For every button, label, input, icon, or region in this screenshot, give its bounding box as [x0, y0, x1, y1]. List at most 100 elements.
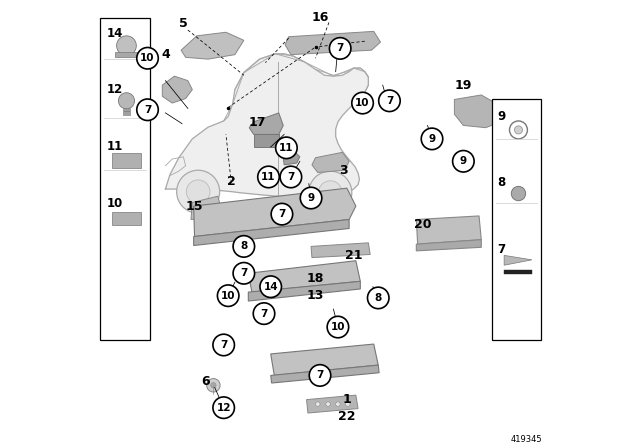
Polygon shape — [311, 243, 370, 258]
Circle shape — [276, 137, 297, 159]
Polygon shape — [271, 365, 379, 383]
Text: 10: 10 — [355, 98, 370, 108]
Polygon shape — [163, 76, 192, 103]
Circle shape — [452, 151, 474, 172]
Circle shape — [253, 303, 275, 324]
Text: 12: 12 — [216, 403, 231, 413]
Polygon shape — [271, 344, 378, 375]
Circle shape — [233, 236, 255, 257]
Text: 5: 5 — [179, 17, 188, 30]
Text: 12: 12 — [106, 83, 122, 96]
Text: 9: 9 — [428, 134, 436, 144]
Text: 7: 7 — [240, 268, 248, 278]
Text: 14: 14 — [264, 282, 278, 292]
Circle shape — [319, 181, 342, 204]
FancyBboxPatch shape — [100, 18, 150, 340]
Polygon shape — [312, 152, 349, 172]
Circle shape — [509, 121, 527, 139]
Circle shape — [118, 93, 134, 109]
FancyBboxPatch shape — [112, 153, 141, 168]
FancyBboxPatch shape — [492, 99, 541, 340]
Polygon shape — [249, 113, 284, 134]
Polygon shape — [504, 255, 532, 265]
FancyBboxPatch shape — [504, 270, 532, 274]
Circle shape — [330, 38, 351, 59]
Text: 15: 15 — [186, 199, 204, 213]
Text: 16: 16 — [311, 11, 329, 25]
Circle shape — [137, 99, 158, 121]
Polygon shape — [191, 196, 221, 220]
Polygon shape — [417, 216, 481, 244]
Text: 18: 18 — [307, 272, 324, 285]
Text: 7: 7 — [220, 340, 227, 350]
Text: 4: 4 — [161, 48, 170, 61]
FancyBboxPatch shape — [123, 108, 130, 115]
Circle shape — [213, 334, 234, 356]
Circle shape — [346, 402, 350, 406]
Text: 6: 6 — [202, 375, 210, 388]
Circle shape — [258, 166, 279, 188]
Text: 7: 7 — [278, 209, 285, 219]
Circle shape — [233, 263, 255, 284]
Text: 2: 2 — [227, 175, 236, 189]
Circle shape — [116, 36, 136, 56]
Text: 419345: 419345 — [510, 435, 542, 444]
Circle shape — [280, 166, 301, 188]
Circle shape — [515, 126, 522, 134]
Circle shape — [260, 276, 282, 297]
Circle shape — [177, 170, 220, 213]
Text: 7: 7 — [386, 96, 393, 106]
Text: 10: 10 — [221, 291, 236, 301]
Text: 20: 20 — [414, 217, 432, 231]
Circle shape — [511, 186, 525, 201]
Text: 7: 7 — [144, 105, 151, 115]
Circle shape — [326, 402, 330, 406]
Polygon shape — [165, 54, 369, 197]
Circle shape — [327, 316, 349, 338]
Polygon shape — [285, 31, 380, 55]
Text: 7: 7 — [316, 370, 324, 380]
Polygon shape — [248, 261, 360, 292]
FancyBboxPatch shape — [112, 212, 141, 225]
Text: 7: 7 — [337, 43, 344, 53]
Circle shape — [309, 365, 331, 386]
Text: 13: 13 — [307, 289, 324, 302]
Text: 3: 3 — [339, 164, 348, 177]
Circle shape — [379, 90, 400, 112]
Text: 7: 7 — [287, 172, 294, 182]
Text: 9: 9 — [497, 110, 506, 123]
Text: 1: 1 — [342, 393, 351, 406]
Text: 10: 10 — [140, 53, 155, 63]
Text: 8: 8 — [374, 293, 382, 303]
Polygon shape — [181, 32, 244, 59]
Polygon shape — [194, 188, 356, 237]
Text: 14: 14 — [106, 27, 123, 40]
Circle shape — [352, 92, 373, 114]
Circle shape — [367, 287, 389, 309]
Text: 21: 21 — [345, 249, 362, 262]
Circle shape — [207, 379, 220, 392]
Circle shape — [211, 383, 216, 388]
Circle shape — [336, 402, 340, 406]
Text: 7: 7 — [260, 309, 268, 319]
Polygon shape — [417, 240, 481, 251]
Text: 11: 11 — [261, 172, 276, 182]
Text: 19: 19 — [454, 78, 472, 92]
Polygon shape — [194, 220, 349, 246]
Circle shape — [218, 285, 239, 306]
Polygon shape — [284, 152, 300, 165]
Polygon shape — [307, 395, 358, 413]
Circle shape — [271, 203, 292, 225]
Text: 11: 11 — [279, 143, 294, 153]
Text: 8: 8 — [497, 176, 506, 189]
Text: 9: 9 — [307, 193, 315, 203]
Text: 11: 11 — [106, 140, 122, 153]
Text: 7: 7 — [497, 243, 506, 256]
Text: 22: 22 — [338, 410, 356, 423]
Polygon shape — [454, 95, 504, 128]
Text: 9: 9 — [460, 156, 467, 166]
Polygon shape — [253, 134, 279, 147]
Circle shape — [421, 128, 443, 150]
FancyBboxPatch shape — [115, 52, 138, 57]
Circle shape — [308, 171, 352, 214]
